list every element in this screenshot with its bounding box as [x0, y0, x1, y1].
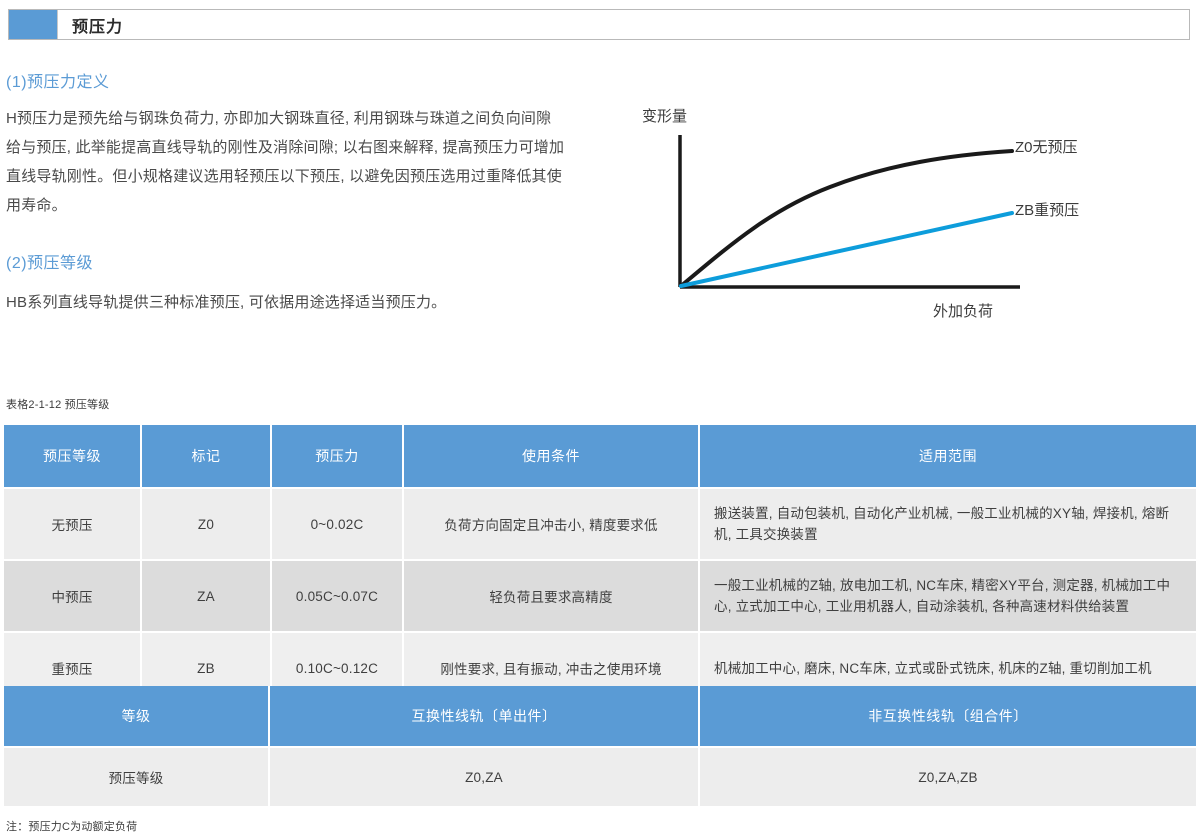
column-header-mark: 标记	[142, 425, 272, 489]
cell-interchangeable: Z0,ZA	[270, 748, 700, 808]
column-header-level: 等级	[4, 686, 270, 748]
column-header-application: 适用范围	[700, 425, 1196, 489]
cell-grade: 中预压	[4, 561, 142, 633]
header-accent-block	[9, 10, 57, 39]
table-header-row: 预压等级 标记 预压力 使用条件 适用范围	[4, 425, 1196, 489]
chart-series-zb-line	[679, 211, 1014, 288]
cell-application: 一般工业机械的Z轴, 放电加工机, NC车床, 精密XY平台, 测定器, 机械加…	[700, 561, 1196, 633]
chart-ylabel: 变形量	[642, 108, 688, 125]
preload-deformation-chart: 变形量 外加负荷 Z0无预压 ZB重预压	[620, 95, 1190, 335]
column-header-non-interchangeable: 非互换性线轨〔组合件〕	[700, 686, 1196, 748]
column-header-grade: 预压等级	[4, 425, 142, 489]
table-row: 无预压 Z0 0~0.02C 负荷方向固定且冲击小, 精度要求低 搬送装置, 自…	[4, 489, 1196, 561]
chart-legend-z0: Z0无预压	[1015, 139, 1078, 156]
preload-grade-table: 预压等级 标记 预压力 使用条件 适用范围 无预压 Z0 0~0.02C 负荷方…	[4, 425, 1196, 705]
page-header: 预压力	[8, 9, 1190, 40]
cell-non-interchangeable: Z0,ZA,ZB	[700, 748, 1196, 808]
footnote: 注：预压力C为动额定负荷	[6, 821, 138, 833]
section-body-grades: HB系列直线导轨提供三种标准预压, 可依据用途选择适当预压力。	[6, 294, 447, 311]
chart-xlabel: 外加负荷	[933, 303, 994, 320]
table-header-row: 等级 互换性线轨〔单出件〕 非互换性线轨〔组合件〕	[4, 686, 1196, 748]
cell-condition: 负荷方向固定且冲击小, 精度要求低	[404, 489, 700, 561]
column-header-condition: 使用条件	[404, 425, 700, 489]
table-caption-preload: 表格2-1-12 预压等级	[6, 399, 110, 411]
chart-legend-zb: ZB重预压	[1015, 202, 1080, 219]
column-header-force: 预压力	[272, 425, 404, 489]
cell-mark: ZA	[142, 561, 272, 633]
table-row: 预压等级 Z0,ZA Z0,ZA,ZB	[4, 748, 1196, 808]
cell-grade: 无预压	[4, 489, 142, 561]
page-title: 预压力	[57, 10, 1189, 39]
chart-svg	[678, 135, 1020, 289]
cell-application: 搬送装置, 自动包装机, 自动化产业机械, 一般工业机械的XY轴, 焊接机, 熔…	[700, 489, 1196, 561]
section-heading-definition: (1)预压力定义	[6, 74, 110, 91]
cell-force: 0~0.02C	[272, 489, 404, 561]
section-heading-grades: (2)预压等级	[6, 255, 94, 272]
interchangeability-table: 等级 互换性线轨〔单出件〕 非互换性线轨〔组合件〕 预压等级 Z0,ZA Z0,…	[4, 686, 1196, 808]
cell-condition: 轻负荷且要求高精度	[404, 561, 700, 633]
chart-series-z0-curve	[679, 149, 1014, 288]
cell-force: 0.05C~0.07C	[272, 561, 404, 633]
table-row: 中预压 ZA 0.05C~0.07C 轻负荷且要求高精度 一般工业机械的Z轴, …	[4, 561, 1196, 633]
cell-level-label: 预压等级	[4, 748, 270, 808]
column-header-interchangeable: 互换性线轨〔单出件〕	[270, 686, 700, 748]
section-body-definition: H预压力是预先给与钢珠负荷力, 亦即加大钢珠直径, 利用钢珠与珠道之间负向间隙给…	[6, 110, 565, 214]
cell-mark: Z0	[142, 489, 272, 561]
